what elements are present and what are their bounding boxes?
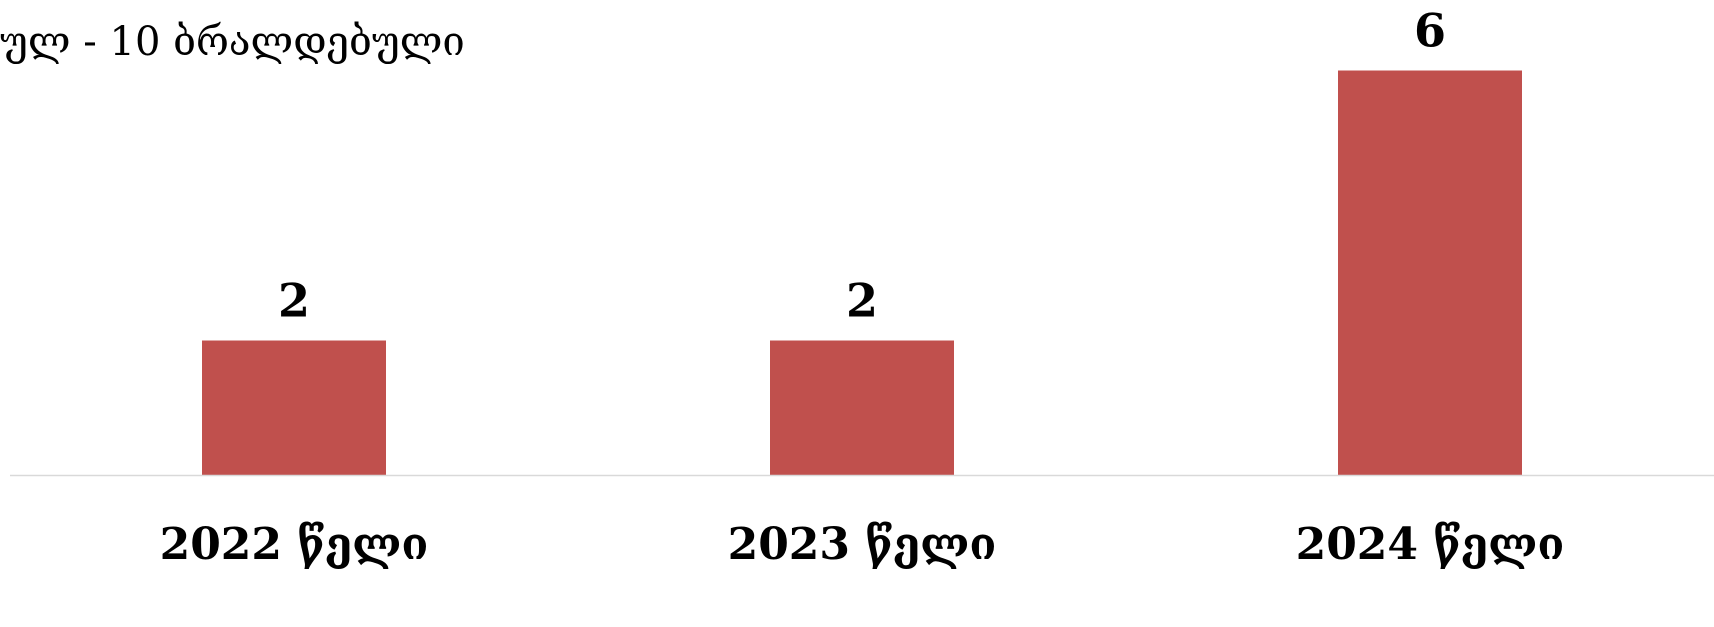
x-tick-label: 2023 წელი: [728, 519, 997, 570]
x-tick-label: 2022 წელი: [160, 519, 429, 570]
data-label: 6: [1414, 4, 1446, 58]
bars-layer: [202, 70, 1522, 476]
data-label: 2: [846, 274, 878, 328]
data-labels-layer: 2 2 6: [278, 4, 1446, 328]
bar: [202, 340, 386, 476]
bar: [770, 340, 954, 476]
x-tick-labels-layer: 2022 წელი 2023 წელი 2024 წელი: [160, 519, 1565, 570]
x-tick-label: 2024 წელი: [1296, 519, 1565, 570]
bar: [1338, 70, 1522, 476]
data-label: 2: [278, 274, 310, 328]
chart-title: ულ - 10 ბრალდებული: [0, 19, 465, 65]
